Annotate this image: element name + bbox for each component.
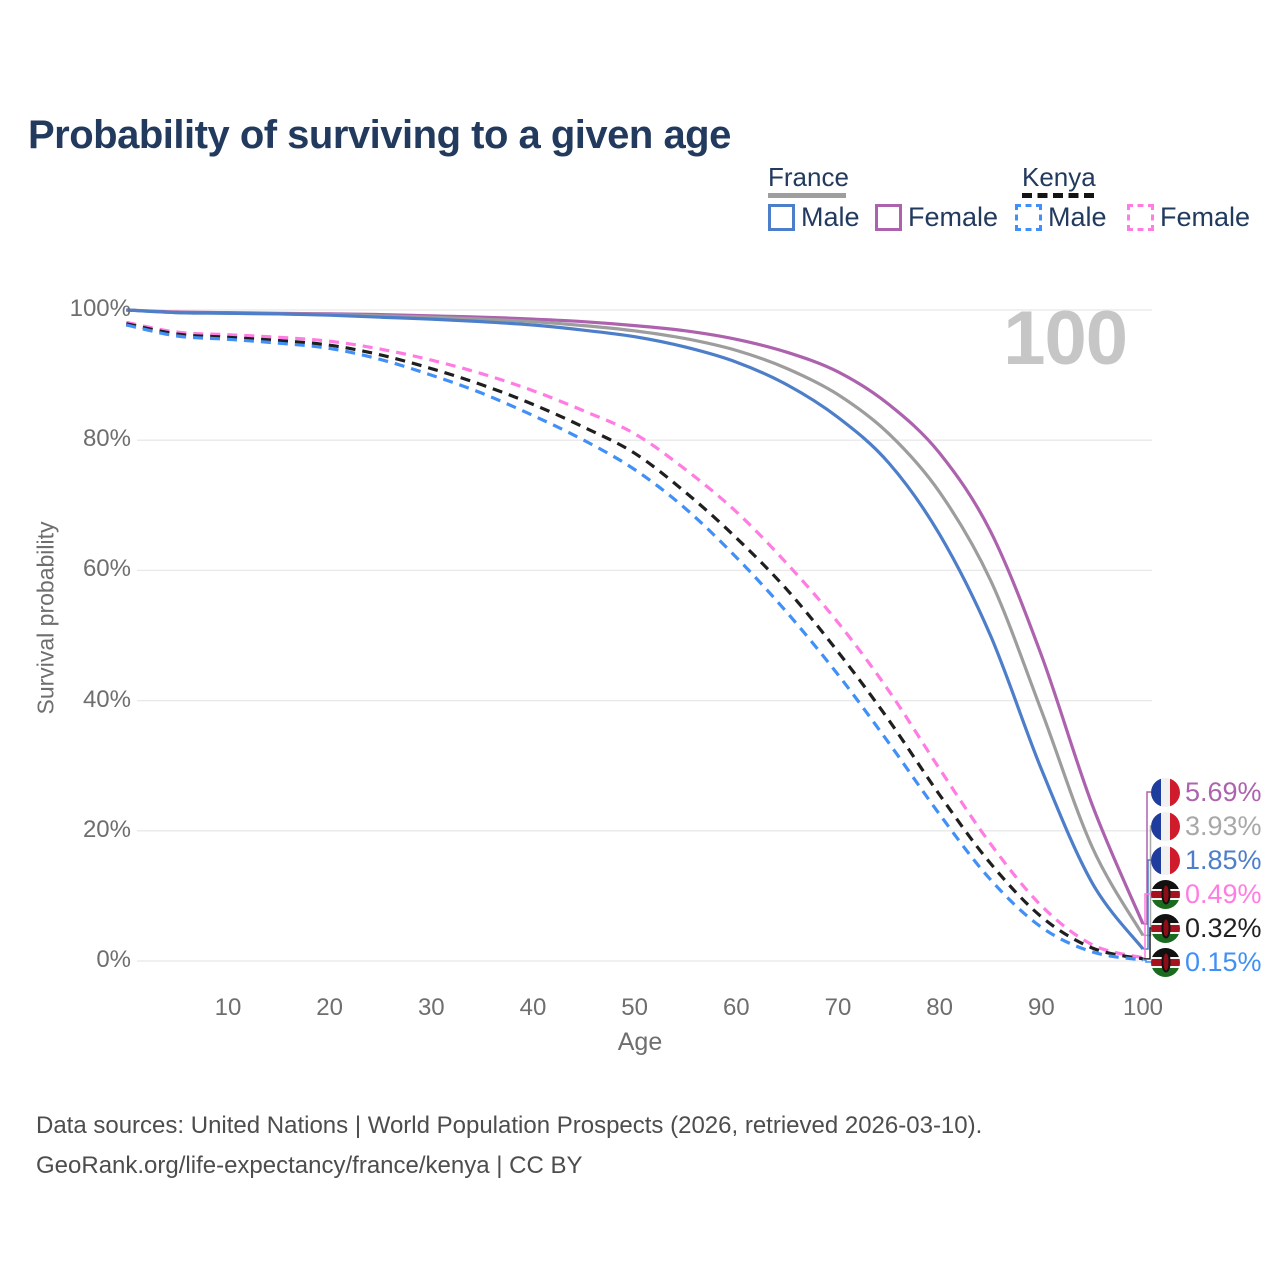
kenya-flag-icon: [1151, 947, 1180, 977]
curve-kenya-total[interactable]: [125, 322, 1144, 961]
curve-kenya-male[interactable]: [125, 323, 1144, 962]
france-flag-icon: [1151, 811, 1180, 841]
y-axis-title: Survival probability: [32, 521, 59, 715]
legend-item-france-female[interactable]: Female: [875, 203, 998, 231]
age-counter-watermark: 100: [1003, 296, 1128, 381]
y-tick-label: 80%: [82, 425, 131, 453]
end-value-label: 0.49%: [1185, 878, 1262, 909]
x-tick-label: 30: [417, 994, 445, 1021]
kenya-female-swatch-icon: [1127, 203, 1154, 231]
legend-kenya-dashed-line-sample: [1022, 193, 1094, 198]
y-tick-label: 40%: [82, 685, 131, 713]
end-value-label: 1.85%: [1185, 844, 1262, 875]
kenya-flag-icon: [1151, 879, 1180, 909]
connector-france-total: [1143, 825, 1152, 937]
end-value-label: 3.93%: [1185, 810, 1262, 841]
x-tick-label: 90: [1027, 994, 1055, 1021]
end-label-kenya-total: 0.32%: [1151, 911, 1262, 945]
legend-group-france: France: [768, 162, 849, 192]
end-label-france-male: 1.85%: [1151, 843, 1262, 877]
x-tick-label: 80: [926, 994, 953, 1021]
x-tick-label: 10: [214, 994, 242, 1021]
curve-france-female[interactable]: [126, 308, 1145, 925]
end-label-kenya-male: 0.15%: [1151, 945, 1262, 979]
legend-group-kenya: Kenya: [1022, 162, 1096, 192]
end-label-kenya-female: 0.49%: [1151, 877, 1262, 911]
x-axis-title: Age: [617, 1028, 663, 1056]
legend-item-label: Male: [801, 202, 860, 232]
end-label-france-total: 3.93%: [1151, 809, 1262, 843]
end-label-connectors: [1143, 791, 1152, 963]
connector-kenya-female: [1143, 893, 1151, 959]
connector-kenya-male: [1143, 959, 1151, 963]
end-value-label: 0.15%: [1185, 946, 1262, 977]
legend-item-kenya-male[interactable]: Male: [1015, 203, 1107, 231]
attribution-line: GeoRank.org/life-expectancy/france/kenya…: [36, 1152, 583, 1179]
x-tick-label: 50: [621, 994, 648, 1021]
end-value-label: 0.32%: [1185, 912, 1262, 943]
end-value-label: 5.69%: [1185, 776, 1262, 807]
data-source-note: Data sources: United Nations | World Pop…: [36, 1106, 982, 1186]
legend-item-kenya-female[interactable]: Female: [1127, 203, 1250, 231]
france-female-swatch-icon: [875, 203, 902, 231]
end-label-france-female: 5.69%: [1151, 775, 1262, 809]
x-tick-label: 70: [824, 994, 852, 1021]
y-tick-label: 20%: [82, 815, 131, 843]
x-tick-label: 100: [1122, 994, 1164, 1021]
legend-france-solid-line-sample: [768, 193, 846, 198]
x-tick-label: 40: [519, 994, 547, 1021]
legend-item-label: Female: [908, 202, 999, 232]
kenya-male-swatch-icon: [1015, 203, 1042, 231]
curve-france-male[interactable]: [126, 308, 1145, 950]
survival-curves: [125, 308, 1145, 962]
gridlines: [137, 309, 1152, 962]
kenya-flag-icon: [1151, 913, 1180, 943]
curve-france-total[interactable]: [126, 308, 1145, 937]
x-tick-label: 20: [316, 994, 343, 1021]
legend-item-label: Male: [1048, 202, 1107, 232]
x-tick-label: 60: [722, 994, 750, 1021]
chart-title: Probability of surviving to a given age: [28, 112, 731, 157]
france-male-swatch-icon: [768, 203, 795, 231]
france-flag-icon: [1151, 845, 1180, 875]
y-tick-label: 0%: [96, 946, 131, 973]
data-source-line: Data sources: United Nations | World Pop…: [36, 1112, 983, 1139]
legend-item-label: Female: [1160, 202, 1251, 232]
y-tick-label: 100%: [69, 295, 131, 322]
legend-item-france-male[interactable]: Male: [768, 203, 860, 231]
y-tick-label: 60%: [82, 555, 131, 583]
france-flag-icon: [1151, 777, 1180, 807]
